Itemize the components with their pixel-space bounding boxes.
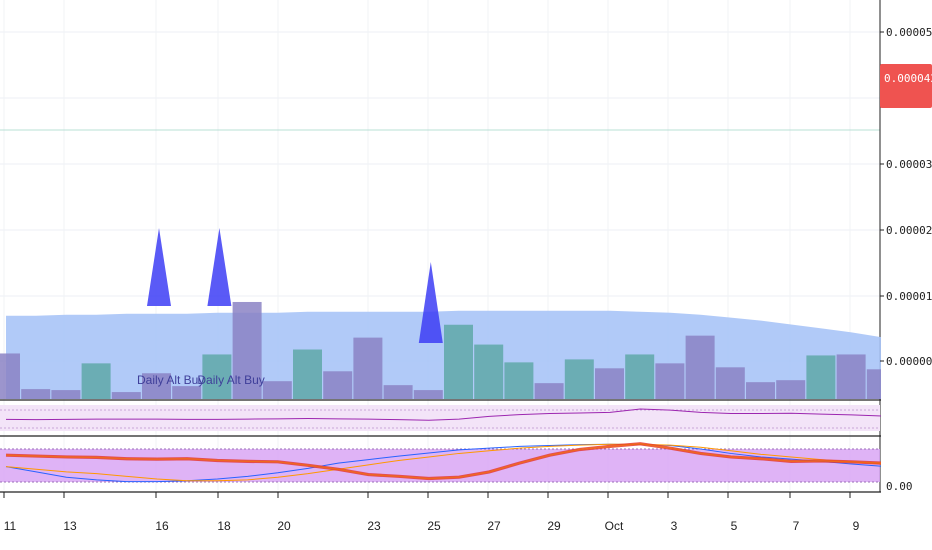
volume-bar: [383, 385, 413, 399]
volume-bar: [353, 337, 383, 399]
volume-bar: [836, 354, 866, 399]
volume-bar: [625, 354, 655, 399]
volume-bar: [444, 324, 473, 399]
volume-bar: [111, 392, 141, 399]
oscillator-tick-label: 0.00: [886, 480, 913, 493]
time-tick-label: 20: [277, 519, 291, 533]
stochastic-pane: [0, 442, 882, 483]
time-tick-label: 5: [731, 519, 738, 533]
buy-signal-label: Daily Alt Buy: [137, 373, 204, 387]
volume-bar: [776, 380, 806, 399]
volume-bar: [595, 368, 624, 399]
price-tick-label: 0.00003000: [886, 158, 932, 171]
price-tick-label: 0.00005000: [886, 26, 932, 39]
time-tick-label: Oct: [605, 519, 624, 533]
price-tick-label: 0.00001000: [886, 290, 932, 303]
volume-bars: [0, 301, 896, 399]
price-tick-label: 0.00002000: [886, 224, 932, 237]
volume-bar: [172, 386, 202, 399]
time-tick-label: 9: [853, 519, 860, 533]
trend-line-overlay: [5, 443, 882, 480]
volume-bar: [202, 354, 232, 399]
volume-bar: [685, 335, 715, 399]
buy-signal-marker: [418, 262, 443, 343]
volume-bar: [262, 381, 292, 399]
time-tick-label: 3: [671, 519, 678, 533]
volume-bar: [474, 344, 504, 399]
time-tick-label: 13: [63, 519, 77, 533]
volume-bar: [806, 355, 836, 399]
time-tick-label: 18: [217, 519, 231, 533]
volume-bar: [564, 359, 594, 399]
time-tick-label: 7: [793, 519, 800, 533]
volume-bar: [323, 371, 353, 399]
volume-bar: [232, 301, 262, 399]
stochastic-k-line: [5, 443, 882, 483]
volume-bar: [21, 389, 51, 399]
buy-signal-label: Daily Alt Buy: [197, 373, 264, 387]
time-tick-label: 25: [427, 519, 441, 533]
volume-bar: [715, 367, 745, 399]
time-axis[interactable]: 11 13 16 18 20 23 25 27 29 Oct 3 5 7 9: [3, 492, 860, 533]
volume-bar: [534, 383, 564, 399]
time-tick-label: 27: [487, 519, 501, 533]
last-price-value: 0.00004238: [884, 72, 932, 85]
buy-signal-marker: [207, 228, 232, 306]
time-tick-label: 29: [547, 519, 561, 533]
volume-bar: [51, 390, 81, 399]
volume-bar: [655, 363, 685, 399]
last-price-tag: 0.00004238: [880, 64, 932, 108]
volume-bar: [504, 362, 534, 399]
price-tick-label: 0.00000000: [886, 355, 932, 368]
stochastic-d-line: [5, 443, 882, 482]
buy-signal-marker: [147, 228, 171, 306]
time-tick-label: 11: [4, 519, 17, 533]
volume-bar: [413, 390, 443, 399]
volume-bar: [293, 349, 322, 399]
rsi-band: [0, 405, 880, 431]
rsi-pane: [0, 405, 882, 431]
volume-bar: [0, 353, 20, 399]
time-tick-label: 23: [367, 519, 381, 533]
volume-bar: [746, 382, 775, 399]
rsi-line: [5, 408, 882, 421]
volume-bar: [142, 373, 171, 399]
time-tick-label: 16: [155, 519, 169, 533]
volume-bar: [81, 363, 111, 399]
